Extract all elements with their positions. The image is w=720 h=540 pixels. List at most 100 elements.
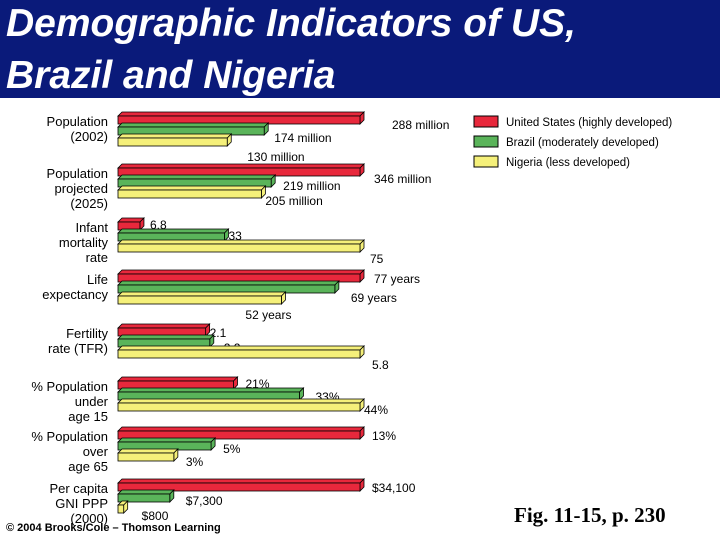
bar-brazil: [117, 334, 215, 348]
legend-swatch-brazil: [473, 135, 499, 148]
bar-us: [117, 269, 365, 283]
bar-nigeria-top: [117, 448, 179, 454]
bar-us-top: [117, 323, 211, 329]
bar-nigeria-top: [117, 345, 365, 351]
category-label: % Population under age 15: [31, 379, 108, 424]
category-label-line: age 65: [68, 459, 108, 474]
slide-title-line-1: Demographic Indicators of US,: [6, 2, 576, 45]
legend-label-nigeria: Nigeria (less developed): [506, 157, 630, 169]
category-label-line: Infant: [75, 220, 108, 235]
category-label-line: (2025): [70, 196, 108, 211]
bar-brazil-top: [117, 387, 305, 393]
value-label-brazil: $7,300: [186, 494, 223, 508]
category-label-line: (2000): [70, 511, 108, 526]
value-label-nigeria: 205 million: [265, 194, 322, 208]
bar-nigeria: [117, 500, 129, 514]
category-label: Life expectancy: [42, 272, 108, 302]
category-label-line: Life: [87, 272, 108, 287]
bar-us-top: [117, 163, 365, 169]
bar-nigeria: [117, 185, 267, 199]
value-label-nigeria: 44%: [364, 403, 388, 417]
bar-us-top: [117, 376, 239, 382]
bar-brazil-top: [117, 122, 270, 128]
category-label-line: Fertility: [66, 326, 108, 341]
bar-nigeria-front: [117, 452, 175, 462]
bar-nigeria: [117, 345, 365, 359]
bar-us: [117, 478, 365, 492]
bar-brazil-top: [117, 280, 340, 286]
value-label-nigeria: 3%: [186, 455, 204, 469]
value-label-brazil: 69 years: [351, 291, 397, 305]
category-label: Per capita GNI PPP (2000): [49, 481, 108, 526]
category-label-line: Per capita: [49, 481, 108, 496]
value-label-nigeria: 130 million: [247, 150, 304, 164]
bar-nigeria-front: [117, 137, 228, 147]
category-label-line: % Population: [31, 429, 108, 444]
bar-nigeria-top: [117, 239, 365, 245]
bar-nigeria-top: [117, 133, 233, 139]
category-label-line: (2002): [70, 129, 108, 144]
value-label-us: 13%: [372, 429, 396, 443]
category-label: % Population over age 65: [31, 429, 108, 474]
category-label-line: age 15: [68, 409, 108, 424]
chart-group-3: Infant mortality rate 6.8 33 75: [59, 217, 384, 266]
slide-title: Demographic Indicators of US, Brazil and…: [6, 0, 706, 102]
chart-group-4: Life expectancy 77 years 69 years 52 years: [42, 269, 420, 322]
category-label-line: rate: [86, 250, 108, 265]
title-banner: Demographic Indicators of US, Brazil and…: [0, 0, 720, 98]
bar-us: [117, 217, 145, 231]
category-label: Infant mortality rate: [59, 220, 109, 265]
value-label-brazil: 174 million: [274, 131, 331, 145]
category-label-line: % Population: [31, 379, 108, 394]
bar-nigeria-front: [117, 189, 262, 199]
bar-nigeria-front: [117, 504, 125, 514]
value-label-us: 6.8: [150, 218, 167, 232]
category-label-line: GNI PPP: [55, 496, 108, 511]
bar-brazil: [117, 122, 270, 136]
bar-nigeria: [117, 398, 365, 412]
bar-us: [117, 163, 365, 177]
bar-brazil: [117, 228, 230, 242]
bar-us-top: [117, 269, 365, 275]
bar-brazil-top: [117, 489, 175, 495]
bar-nigeria-top: [117, 291, 287, 297]
legend-item-nigeria: Nigeria (less developed): [473, 155, 630, 169]
bar-nigeria-front: [117, 349, 361, 359]
bar-us-front: [117, 482, 361, 492]
category-label-line: projected: [55, 181, 108, 196]
category-label: Population (2002): [47, 114, 108, 144]
bar-brazil: [117, 489, 175, 503]
legend-label-us: United States (highly developed): [506, 117, 672, 129]
bar-nigeria: [117, 239, 365, 253]
legend-item-us: United States (highly developed): [473, 115, 672, 129]
chart-group-2: Population projected (2025) 346 million 219 …: [47, 163, 431, 211]
bar-nigeria: [117, 448, 179, 462]
value-label-us: 21%: [246, 377, 270, 391]
bar-nigeria-front: [117, 243, 361, 253]
bar-brazil: [117, 280, 340, 294]
bar-nigeria: [117, 291, 287, 305]
slide-title-line-2: Brazil and Nigeria: [6, 54, 336, 97]
bar-us: [117, 111, 365, 125]
demographic-bar-chart: United States (highly developed) Brazil (…: [31, 111, 672, 526]
bar-brazil: [117, 437, 217, 451]
bar-brazil-front: [117, 493, 171, 503]
bar-brazil-top: [117, 437, 217, 443]
category-label-line: Population: [47, 114, 108, 129]
bar-brazil-top: [117, 174, 277, 180]
category-label: Population projected (2025): [47, 166, 108, 211]
legend-item-brazil: Brazil (moderately developed): [473, 135, 659, 149]
bar-brazil-top: [117, 228, 230, 234]
value-label-us: 288 million: [392, 118, 449, 132]
legend-swatch-nigeria: [473, 155, 499, 168]
category-label-line: Population: [47, 166, 108, 181]
value-label-brazil: 33: [228, 229, 242, 243]
chart-legend: United States (highly developed) Brazil (…: [473, 115, 672, 169]
legend-swatch-us: [473, 115, 499, 128]
bar-us: [117, 323, 211, 337]
chart-group-1: Population (2002) 288 million 174 million 13…: [47, 111, 449, 164]
category-label-line: over: [83, 444, 109, 459]
category-label: Fertility rate (TFR): [48, 326, 108, 356]
